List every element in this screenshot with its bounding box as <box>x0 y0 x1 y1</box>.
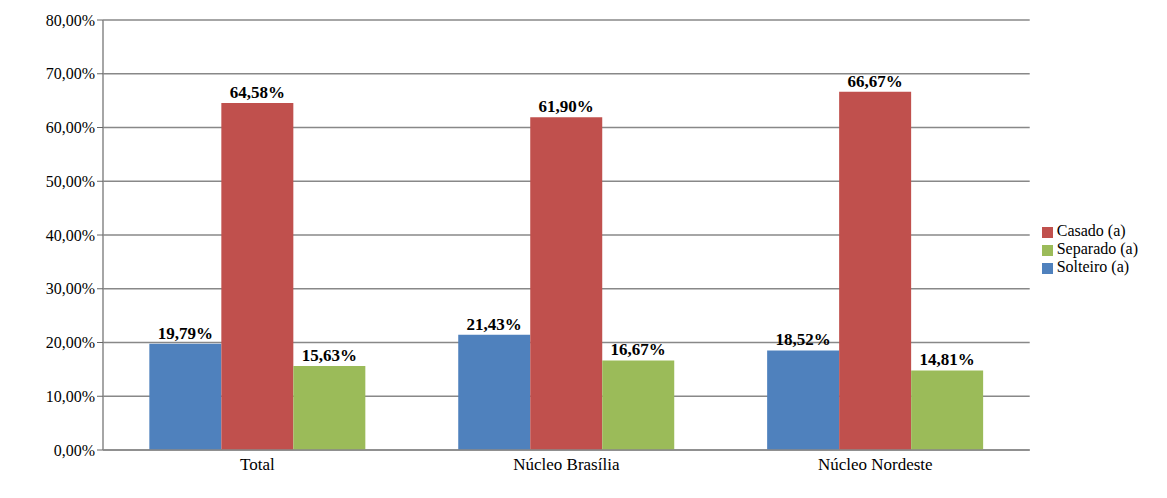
svg-text:30,00%: 30,00% <box>46 280 95 297</box>
svg-text:15,63%: 15,63% <box>302 346 357 365</box>
svg-text:64,58%: 64,58% <box>230 83 285 102</box>
html-text:Casado (a): Casado (a) <box>1056 222 1126 239</box>
svg-text:14,81%: 14,81% <box>920 350 975 369</box>
svg-text:20,00%: 20,00% <box>46 334 95 351</box>
svg-text:70,00%: 70,00% <box>46 65 95 82</box>
svg-text:Núcleo Brasília: Núcleo Brasília <box>513 455 620 474</box>
svg-text:19,79%: 19,79% <box>158 324 213 343</box>
svg-text:Núcleo Nordeste: Núcleo Nordeste <box>818 455 933 474</box>
svg-text:40,00%: 40,00% <box>46 227 95 244</box>
svg-text:80,00%: 80,00% <box>46 12 95 29</box>
svg-text:10,00%: 10,00% <box>46 388 95 405</box>
svg-text:0,00%: 0,00% <box>54 442 95 459</box>
svg-text:Total: Total <box>240 455 275 474</box>
svg-text:50,00%: 50,00% <box>46 173 95 190</box>
html-text:Separado (a): Separado (a) <box>1056 240 1138 257</box>
html-text:Solteiro (a): Solteiro (a) <box>1056 258 1130 275</box>
svg-text:66,67%: 66,67% <box>848 72 903 91</box>
svg-text:60,00%: 60,00% <box>46 119 95 136</box>
svg-text:61,90%: 61,90% <box>539 97 594 116</box>
svg-text:16,67%: 16,67% <box>611 340 666 359</box>
svg-text:21,43%: 21,43% <box>467 315 522 334</box>
svg-text:18,52%: 18,52% <box>776 330 831 349</box>
